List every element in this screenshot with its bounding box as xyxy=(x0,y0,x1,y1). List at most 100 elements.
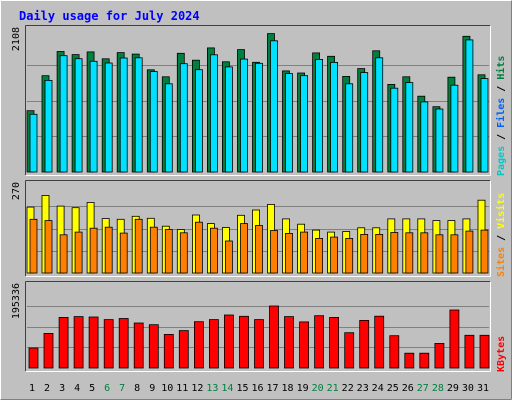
x-tick-day-27: 27 xyxy=(417,383,429,394)
bar-files-day-1 xyxy=(29,113,38,173)
bar-sites-day-undefined xyxy=(164,229,173,274)
x-tick-day-5: 5 xyxy=(89,383,95,394)
x-tick-day-21: 21 xyxy=(327,383,339,394)
x-tick-day-2: 2 xyxy=(44,383,50,394)
legend: Pages / Files / Hits xyxy=(495,56,507,176)
bar-sites-day-undefined xyxy=(255,225,263,274)
x-tick-day-19: 19 xyxy=(297,383,309,394)
bar-files-day-27 xyxy=(420,101,429,173)
x-tick-day-18: 18 xyxy=(281,383,293,394)
chart-panels: 2108 Pages / Files / Hits 270 Sites / Visit… xyxy=(11,25,507,372)
bar-sites-day-undefined xyxy=(465,230,474,274)
x-tick-day-4: 4 xyxy=(74,383,80,394)
y-axis-max-label: 195336 xyxy=(11,283,22,319)
x-tick-day-15: 15 xyxy=(236,383,248,394)
panel-3: 195336 KBytes xyxy=(11,281,507,372)
legend-files: Files xyxy=(495,98,507,128)
bar-sites-day-undefined xyxy=(435,234,444,274)
legend-separator: / xyxy=(496,128,507,146)
bar-kbytes-day-undefined xyxy=(88,316,99,369)
bar-files-day-12 xyxy=(194,69,203,173)
bar-sites-day-undefined xyxy=(300,231,309,274)
bar-files-day-23 xyxy=(360,72,369,173)
x-tick-day-16: 16 xyxy=(251,383,263,394)
legend-kbytes: KBytes xyxy=(496,336,507,372)
bar-kbytes-day-undefined xyxy=(344,332,355,369)
x-tick-day-3: 3 xyxy=(59,383,65,394)
day-tick-labels: 1 2 3 4 5 6 7 8 9 10 11 12 13 14 15 16 17 18 19 20 21 22 23 24 2… xyxy=(29,383,489,394)
bar-kbytes-day-undefined xyxy=(28,347,39,369)
legend-hits: Hits xyxy=(495,56,507,80)
bar-kbytes-day-undefined xyxy=(178,330,189,369)
bar-sites-day-undefined xyxy=(270,230,278,274)
bar-kbytes-day-undefined xyxy=(103,319,114,369)
legend-pages: Pages xyxy=(496,146,507,176)
x-tick-day-30: 30 xyxy=(462,383,474,394)
bar-files-day-4 xyxy=(74,58,83,173)
x-tick-day-1: 1 xyxy=(29,383,35,394)
x-tick-day-12: 12 xyxy=(191,383,203,394)
bar-kbytes-day-undefined xyxy=(269,305,279,369)
bar-files-day-26 xyxy=(405,82,414,173)
bar-files-day-21 xyxy=(330,62,339,173)
bar-kbytes-day-undefined xyxy=(449,309,460,369)
x-tick-day-29: 29 xyxy=(447,383,459,394)
legend-separator: / xyxy=(496,229,507,247)
bar-kbytes-day-undefined xyxy=(58,316,69,369)
bar-files-day-17 xyxy=(270,40,278,173)
bar-sites-day-undefined xyxy=(480,229,489,274)
x-tick-day-13: 13 xyxy=(206,383,218,394)
bar-sites-day-undefined xyxy=(74,231,83,274)
bar-sites-day-undefined xyxy=(179,232,188,274)
x-tick-day-24: 24 xyxy=(372,383,384,394)
bar-files-day-25 xyxy=(390,87,399,173)
bar-kbytes-day-undefined xyxy=(223,314,234,369)
bar-sites-day-undefined xyxy=(285,232,293,274)
bar-kbytes-day-undefined xyxy=(163,333,174,369)
series-kbytes xyxy=(28,305,490,369)
bar-kbytes-day-undefined xyxy=(133,322,144,369)
bar-kbytes-day-undefined xyxy=(419,352,430,369)
bar-sites-day-undefined xyxy=(390,232,399,274)
x-tick-day-9: 9 xyxy=(149,383,155,394)
bar-sites-day-undefined xyxy=(194,221,203,274)
bar-kbytes-day-undefined xyxy=(389,335,400,369)
bar-kbytes-day-undefined xyxy=(464,334,475,369)
y-axis-max-label: 2108 xyxy=(11,27,22,51)
bar-sites-day-undefined xyxy=(420,232,429,274)
bar-files-day-5 xyxy=(89,60,98,173)
x-tick-day-14: 14 xyxy=(221,383,233,394)
legend-visits: Visits xyxy=(495,193,507,229)
x-tick-day-6: 6 xyxy=(104,383,110,394)
bar-sites-day-undefined xyxy=(450,234,459,274)
x-tick-day-7: 7 xyxy=(119,383,125,394)
x-tick-day-10: 10 xyxy=(161,383,173,394)
x-tick-day-23: 23 xyxy=(357,383,369,394)
bar-sites-day-undefined xyxy=(240,223,248,274)
bar-kbytes-day-undefined xyxy=(314,315,325,369)
bar-sites-day-undefined xyxy=(209,227,218,274)
bar-files-day-30 xyxy=(465,39,474,173)
bar-files-day-10 xyxy=(164,83,173,173)
bar-sites-day-undefined xyxy=(330,236,339,274)
bar-files-day-9 xyxy=(149,71,158,173)
bar-kbytes-day-undefined xyxy=(374,315,385,369)
bar-files-day-20 xyxy=(315,59,324,173)
legend: Sites / Visits xyxy=(495,193,507,277)
bar-kbytes-day-undefined xyxy=(73,316,84,369)
bar-files-day-31 xyxy=(480,78,489,173)
bar-sites-day-undefined xyxy=(44,220,53,274)
legend-sites: Sites xyxy=(495,247,507,277)
x-tick-day-17: 17 xyxy=(266,383,278,394)
bar-sites-day-undefined xyxy=(134,218,143,274)
bar-files-day-22 xyxy=(345,83,354,173)
bar-sites-day-undefined xyxy=(360,233,369,274)
series-sites xyxy=(29,218,489,274)
x-tick-day-25: 25 xyxy=(387,383,399,394)
series-files xyxy=(29,39,489,173)
bar-files-day-28 xyxy=(435,108,444,173)
bar-kbytes-day-undefined xyxy=(239,315,249,369)
bar-sites-day-undefined xyxy=(375,233,384,274)
bar-files-day-3 xyxy=(59,55,68,173)
bar-sites-day-undefined xyxy=(59,234,68,274)
